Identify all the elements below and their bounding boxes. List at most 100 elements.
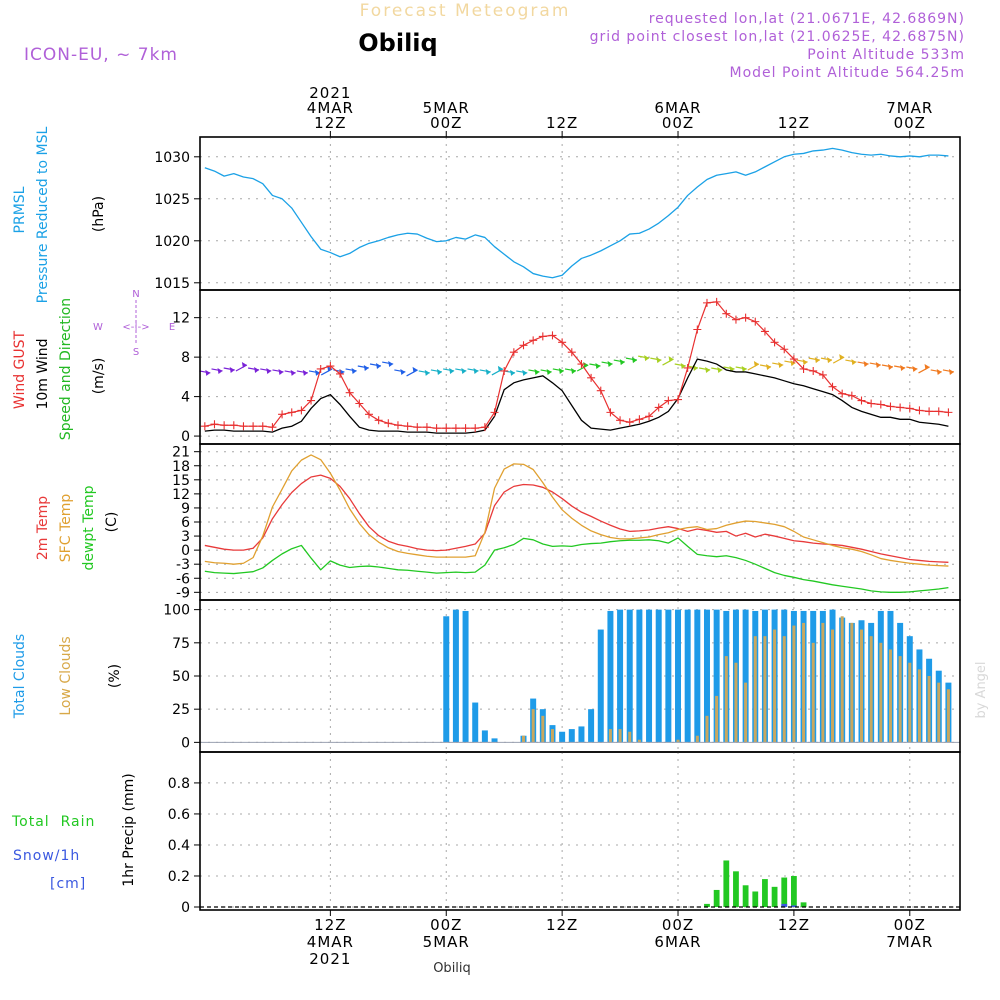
wind-arrow-head: [924, 363, 930, 370]
pressure-unit: (hPa): [91, 196, 107, 232]
gust-marker: [809, 366, 818, 375]
bottom-time-label: 00Z: [662, 916, 694, 934]
gust-marker: [625, 418, 634, 427]
total-cloud-bar: [636, 609, 643, 743]
top-time-label: 00Z: [430, 114, 462, 132]
wind-arrow-head: [327, 365, 333, 372]
rain-bar: [733, 871, 739, 907]
wind-arrow-head: [558, 367, 564, 374]
model-altitude: Model Point Altitude 564.25m: [730, 65, 965, 81]
gust-marker: [393, 421, 402, 430]
point-altitude: Point Altitude 533m: [807, 47, 965, 63]
low-cloud-bar: [917, 669, 921, 743]
wind-arrow-head: [705, 366, 711, 373]
total-cloud-bar: [713, 609, 720, 743]
gust-marker: [413, 423, 422, 432]
low-cloud-bar: [879, 642, 883, 743]
total-cloud-bar: [481, 730, 488, 743]
total-cloud-bar: [443, 616, 450, 743]
gust-marker: [258, 422, 267, 431]
clouds-panel: 0 25 50 75 100: [163, 599, 961, 753]
gust-marker: [944, 408, 953, 417]
bottom-time-label: 7MAR: [886, 933, 933, 951]
wind-arrow-head: [412, 366, 418, 373]
low-cloud-bar: [531, 709, 535, 743]
low-cloud-bar: [802, 622, 806, 743]
gust-marker: [896, 403, 905, 412]
wind-arrow-head: [510, 369, 516, 376]
total-cloud-bar: [559, 731, 566, 743]
gust-marker: [818, 370, 827, 379]
gust-marker: [480, 423, 489, 432]
wind-arrow-head: [680, 363, 686, 370]
gust-marker: [316, 364, 325, 373]
low-cloud-bar: [908, 662, 912, 743]
wind-arrow-head: [753, 361, 759, 367]
top-time-label: 12Z: [546, 114, 578, 132]
pressure-ytick-label: 1030: [154, 150, 190, 166]
wind-arrow-head: [522, 369, 528, 376]
wind-arrow-head: [375, 363, 381, 370]
wind-frame: [199, 289, 961, 445]
temperature-ytick-label: -3: [176, 557, 190, 573]
wind-ytick-label: 12: [172, 311, 190, 327]
low-cloud-bar: [850, 622, 854, 743]
rain-bar: [704, 903, 710, 907]
clouds-ytick-label: 0: [181, 735, 190, 751]
low-cloud-bar: [869, 636, 873, 743]
pressure-series-line-0: [204, 147, 949, 279]
bottom-time-label: 6MAR: [654, 933, 701, 951]
wind-arrow-head: [595, 363, 601, 370]
low-cloud-bar: [676, 739, 680, 743]
wind-arrow-head: [217, 367, 223, 374]
wind-arrow-head: [546, 368, 552, 375]
temp-unit: (C): [104, 512, 120, 533]
gust-marker: [374, 416, 383, 425]
wind-arrow-head: [851, 359, 857, 366]
gust-marker: [876, 400, 885, 409]
low-clouds-label: Low Clouds: [58, 636, 74, 715]
low-cloud-bar: [782, 636, 786, 743]
gust-marker: [616, 416, 625, 425]
wind-arrow-head: [936, 368, 942, 375]
gust-marker: [364, 410, 373, 419]
gust-marker: [760, 327, 769, 336]
rain-bar: [723, 860, 730, 907]
precip-axis-label: 1hr Precip (mm): [121, 773, 137, 886]
low-cloud-bar: [618, 729, 622, 743]
top-time-label: 6MAR: [654, 99, 701, 117]
gust-marker: [558, 338, 567, 347]
gust-marker: [403, 422, 412, 431]
footer-location: Obiliq: [433, 961, 471, 976]
wind-arrow-head: [875, 362, 881, 369]
gust-marker: [577, 360, 586, 369]
compass-south: S: [133, 347, 139, 358]
rain-bar: [791, 875, 797, 907]
wind-arrow-head: [241, 361, 247, 368]
top-time-label: 4MAR: [307, 99, 354, 117]
gust-marker: [934, 407, 943, 416]
gust-marker: [674, 395, 683, 404]
gust-marker: [451, 424, 460, 433]
rain-bar: [762, 879, 768, 907]
gust-marker: [519, 341, 528, 350]
wind-arrow-head: [778, 362, 784, 369]
low-cloud-bar: [763, 636, 767, 743]
gust-marker: [799, 364, 808, 373]
temperature-ytick-label: -9: [176, 585, 190, 601]
precip-ytick-label: 0.6: [168, 807, 190, 823]
clouds-ytick-label: 100: [163, 603, 190, 619]
wind-arrow-head: [400, 368, 406, 375]
rain-bar: [713, 889, 720, 907]
low-cloud-bar: [840, 616, 844, 743]
low-cloud-bar: [608, 729, 612, 743]
pressure-ytick-label: 1025: [154, 192, 190, 208]
wind-arrow-head: [266, 367, 272, 374]
gust-label: Wind GUST: [12, 330, 28, 409]
gust-marker: [886, 402, 895, 411]
rain-bar: [800, 902, 807, 907]
gust-marker: [915, 406, 924, 415]
pressure-label-1: PRMSL: [12, 186, 28, 233]
gridpoint-coords: grid point closest lon,lat (21.0625E, 42…: [590, 29, 965, 45]
gust-marker: [925, 407, 934, 416]
